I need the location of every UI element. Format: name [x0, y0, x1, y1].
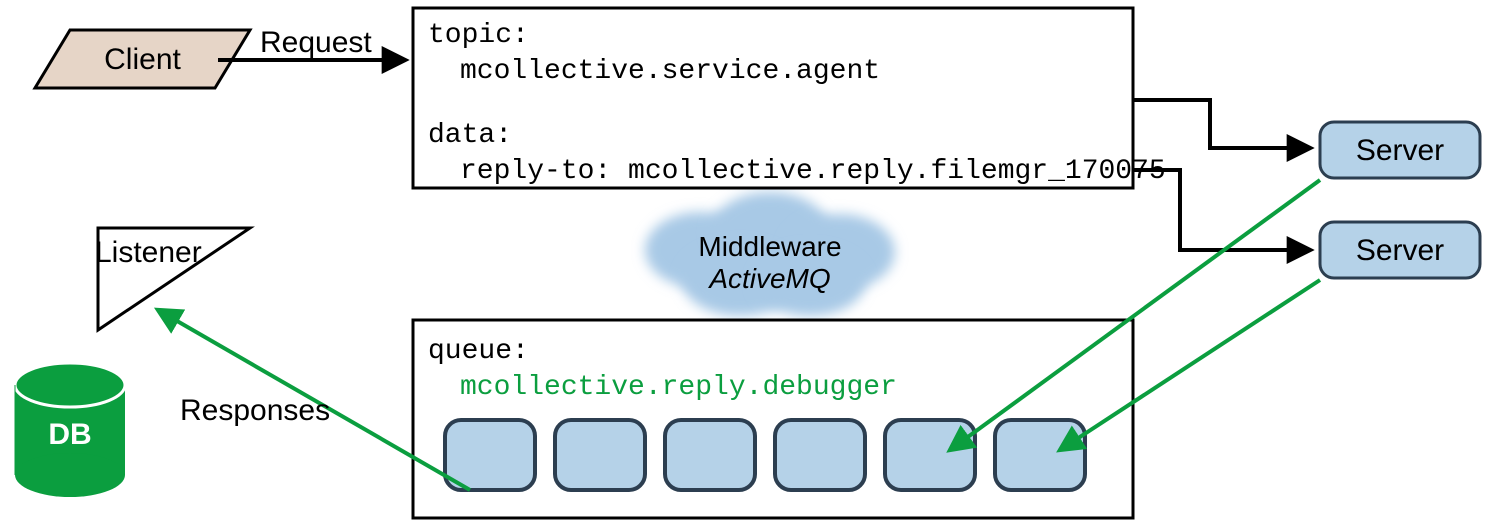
server-label-1: Server — [1356, 134, 1444, 167]
queue-line: queue: — [428, 336, 529, 367]
queue-item — [665, 420, 755, 490]
topic-to-server1-line — [1133, 100, 1310, 148]
topic-line: reply-to: mcollective.reply.filemgr_1700… — [460, 156, 1166, 187]
queue-item — [445, 420, 535, 490]
responses-label: Responses — [180, 394, 330, 427]
queue-item — [775, 420, 865, 490]
middleware-label-1: Middleware — [698, 231, 841, 262]
client-label: Client — [104, 43, 181, 76]
listener-label: Listener — [95, 236, 202, 269]
queue-item — [555, 420, 645, 490]
topic-line: mcollective.service.agent — [460, 56, 880, 87]
request-label: Request — [260, 26, 372, 59]
middleware-label-2: ActiveMQ — [707, 263, 830, 294]
queue-line: mcollective.reply.debugger — [460, 372, 897, 403]
queue-item — [885, 420, 975, 490]
queue-item — [995, 420, 1085, 490]
topic-line: topic: — [428, 20, 529, 51]
server-label-2: Server — [1356, 234, 1444, 267]
topic-line: data: — [428, 120, 512, 151]
db-label: DB — [48, 418, 91, 451]
